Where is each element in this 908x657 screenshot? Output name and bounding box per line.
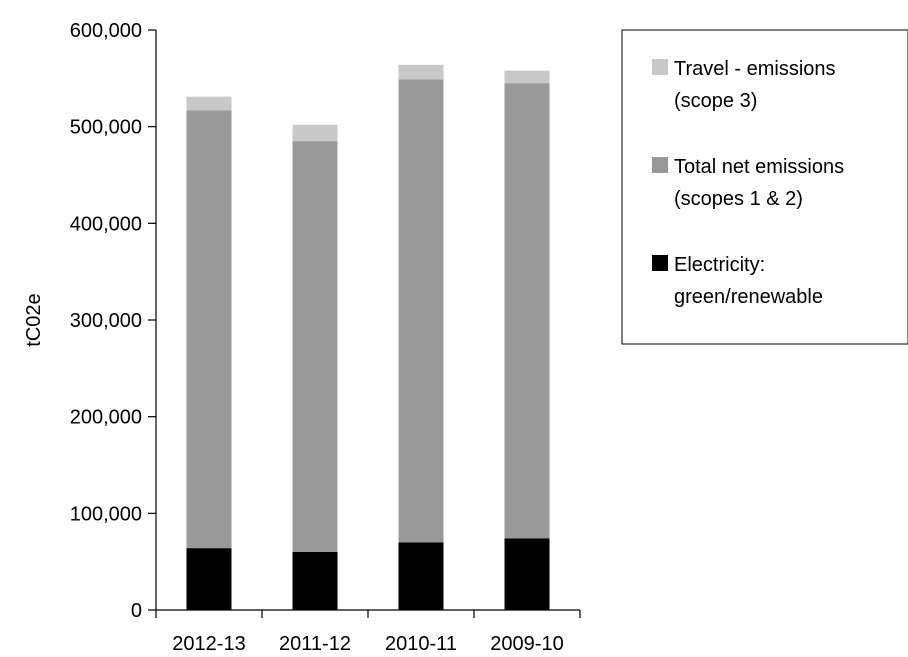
legend-label: Travel - emissions — [674, 58, 836, 80]
y-tick-label: 600,000 — [70, 20, 142, 42]
bar-segment-travel — [186, 96, 232, 111]
y-tick-label: 0 — [131, 600, 142, 622]
legend: Travel - emissions (scope 3) Total net emi… — [621, 29, 908, 345]
legend-label: Total net emissions — [674, 156, 844, 178]
legend-label: Electricity: — [674, 254, 765, 276]
bar-series — [186, 64, 550, 610]
y-axis-title: tC02e — [23, 293, 45, 346]
x-category-label: 2012-13 — [172, 633, 245, 655]
x-category-label: 2009-10 — [490, 633, 563, 655]
legend-swatch — [652, 255, 668, 271]
bar-segment-electricity — [504, 538, 550, 610]
x-axis-ticks: 2012-13 2011-12 2010-11 2009-10 — [155, 610, 581, 655]
y-axis-ticks: 0 100,000 200,000 300,000 400,000 500,000 600,… — [70, 20, 156, 622]
bar-segment-travel — [292, 124, 338, 142]
y-tick-label: 300,000 — [70, 310, 142, 332]
y-tick-label: 500,000 — [70, 117, 142, 139]
legend-swatch — [652, 157, 668, 173]
bar-segment-total-net — [504, 83, 550, 539]
x-category-label: 2011-12 — [279, 633, 351, 655]
y-tick-label: 100,000 — [70, 503, 142, 525]
legend-label: (scopes 1 & 2) — [674, 188, 803, 210]
legend-label: (scope 3) — [674, 90, 757, 112]
bar-segment-travel — [398, 64, 444, 80]
y-tick-label: 200,000 — [70, 407, 142, 429]
y-tick-label: 400,000 — [70, 213, 142, 235]
x-category-label: 2010-11 — [385, 633, 457, 655]
legend-swatch — [652, 59, 668, 75]
legend-label: green/renewable — [674, 286, 823, 308]
bar-segment-total-net — [398, 79, 444, 543]
bar-segment-total-net — [292, 141, 338, 552]
bar-segment-electricity — [398, 542, 444, 610]
bar-segment-electricity — [292, 552, 338, 610]
bar-segment-total-net — [186, 110, 232, 549]
bar-segment-travel — [504, 70, 550, 84]
bar-segment-electricity — [186, 548, 232, 610]
legend-box — [621, 29, 908, 345]
